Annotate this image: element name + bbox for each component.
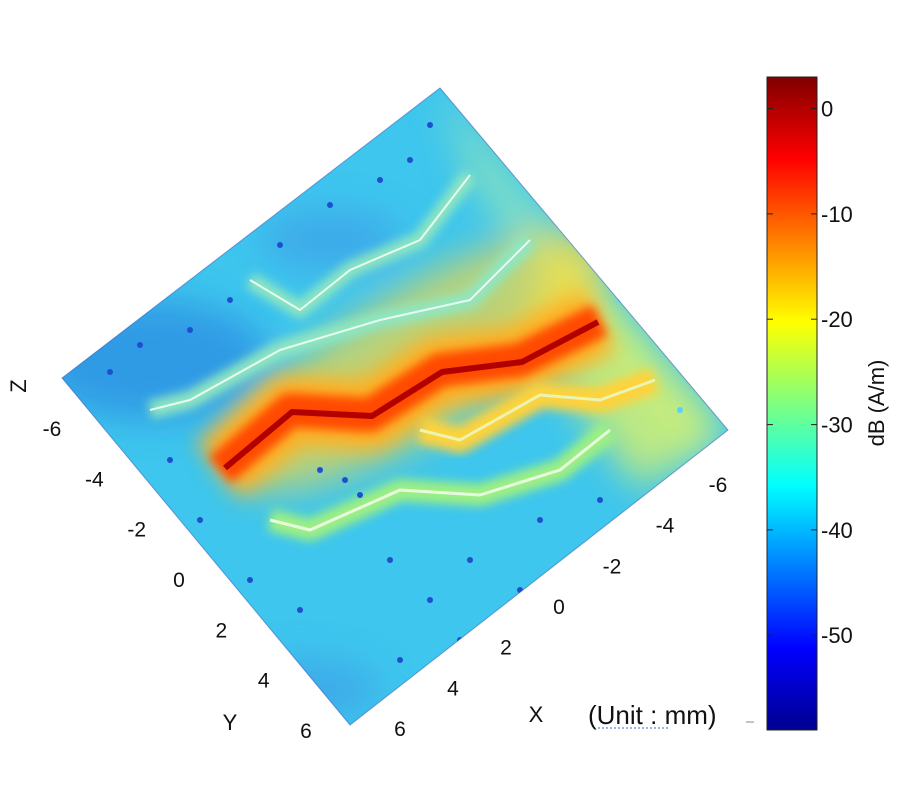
- colorbar: 0 -10 -20 -30 -40 -50 dB (A/m): [766, 76, 889, 731]
- y-tick-label: -2: [127, 519, 146, 542]
- x-tick-label: 0: [553, 596, 565, 619]
- unit-note: (Unit : mm): [588, 700, 717, 730]
- y-tick-label: 4: [258, 670, 270, 693]
- y-tick-label: 0: [173, 569, 185, 592]
- colorbar-ticks: 0 -10 -20 -30 -40 -50: [767, 97, 853, 648]
- y-tick-label: 6: [300, 720, 312, 743]
- field-map-plate: [61, 87, 729, 726]
- field-intensity-layer: [62, 88, 728, 720]
- y-axis-ticks: -6 -4 -2 0 2 4 6: [43, 418, 312, 743]
- colorbar-tick-label: -20: [821, 307, 853, 332]
- x-tick-label: 4: [447, 677, 459, 700]
- x-tick-label: -4: [656, 515, 675, 538]
- y-axis-label: Y: [223, 710, 238, 735]
- colorbar-tick-label: -50: [821, 623, 853, 648]
- axis-z: Z: [6, 379, 31, 392]
- colorbar-tick-label: 0: [821, 97, 833, 122]
- hot-trace: [197, 288, 616, 497]
- colorbar-label: dB (A/m): [864, 360, 889, 447]
- y-tick-label: -4: [85, 468, 104, 491]
- z-axis-label: Z: [6, 379, 31, 392]
- y-tick-label: 2: [215, 619, 227, 642]
- x-tick-label: -2: [603, 555, 622, 578]
- secondary-traces: [147, 170, 660, 541]
- x-tick-label: 2: [500, 637, 512, 660]
- via-speckles: [107, 122, 683, 663]
- plate-outline: [61, 87, 729, 726]
- colorbar-gradient: [766, 76, 818, 731]
- y-tick-label: -6: [43, 418, 62, 441]
- colorbar-tick-label: -30: [821, 413, 853, 438]
- colorbar-tick-label: -10: [821, 202, 853, 227]
- x-axis-ticks: 6 4 2 0 -2 -4 -6: [394, 474, 727, 741]
- x-tick-label: 6: [394, 718, 406, 741]
- x-axis-label: X: [529, 702, 544, 727]
- x-tick-label: -6: [709, 474, 728, 497]
- colorbar-tick-label: -40: [821, 518, 853, 543]
